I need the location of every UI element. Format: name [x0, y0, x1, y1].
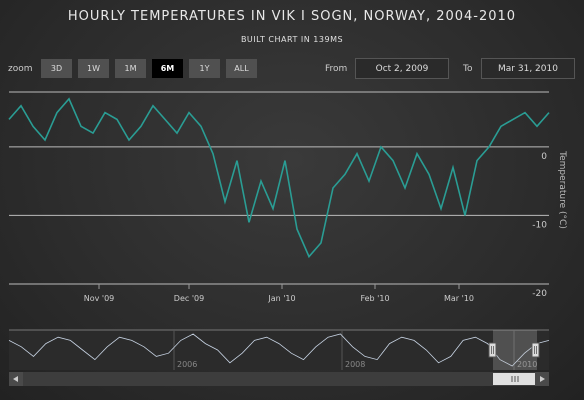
- range-button-1y[interactable]: 1Y: [189, 59, 220, 78]
- x-tick-label: Jan '10: [267, 294, 295, 303]
- arrow-right-icon: [540, 376, 545, 382]
- navigator-right-handle[interactable]: [531, 342, 540, 358]
- series-points: [8, 98, 550, 257]
- from-label: From: [325, 64, 348, 74]
- to-label: To: [463, 64, 473, 74]
- series-line-temperature: [8, 97, 550, 259]
- range-button-6m[interactable]: 6M: [152, 59, 183, 78]
- y-tick-label: -20: [532, 289, 547, 299]
- chart-subtitle: BUILT CHART IN 139MS: [240, 35, 344, 44]
- x-tick-label: Dec '09: [174, 294, 204, 303]
- x-tick-label: Feb '10: [360, 294, 389, 303]
- from-date-input[interactable]: Oct 2, 2009: [355, 58, 449, 79]
- y-axis-ticks: 0 -10 -20: [532, 152, 547, 299]
- x-axis-ticks: Nov '09 Dec '09 Jan '10 Feb '10 Mar '10: [84, 284, 474, 303]
- to-date-input[interactable]: Mar 31, 2010: [481, 58, 575, 79]
- navigator-tick-label: 2010: [517, 360, 537, 369]
- range-button-1w[interactable]: 1W: [78, 59, 109, 78]
- navigator-tick-label: 2008: [345, 360, 365, 369]
- grid-lines: [9, 91, 549, 285]
- navigator-selected-range[interactable]: [493, 330, 537, 370]
- range-button-3d[interactable]: 3D: [41, 59, 72, 78]
- arrow-left-icon: [13, 376, 18, 382]
- y-tick-label: 0: [541, 152, 547, 162]
- navigator-ticks: 2006 2008 2010: [173, 330, 537, 370]
- range-button-all[interactable]: ALL: [226, 59, 257, 78]
- range-button-1m[interactable]: 1M: [115, 59, 146, 78]
- navigator-series-line: [8, 333, 550, 367]
- scrollbar-track[interactable]: [9, 372, 549, 386]
- navigator-background: [9, 330, 549, 370]
- x-tick-label: Nov '09: [84, 294, 115, 303]
- zoom-label: zoom: [8, 64, 33, 74]
- navigator-tick-label: 2006: [177, 360, 197, 369]
- x-tick-label: Mar '10: [444, 294, 474, 303]
- navigator-left-handle[interactable]: [488, 342, 497, 358]
- chart-title: HOURLY TEMPERATURES IN VIK I SOGN, NORWA…: [67, 9, 517, 24]
- y-tick-label: -10: [532, 220, 547, 230]
- y-axis-title: Temperature (°C): [557, 150, 567, 229]
